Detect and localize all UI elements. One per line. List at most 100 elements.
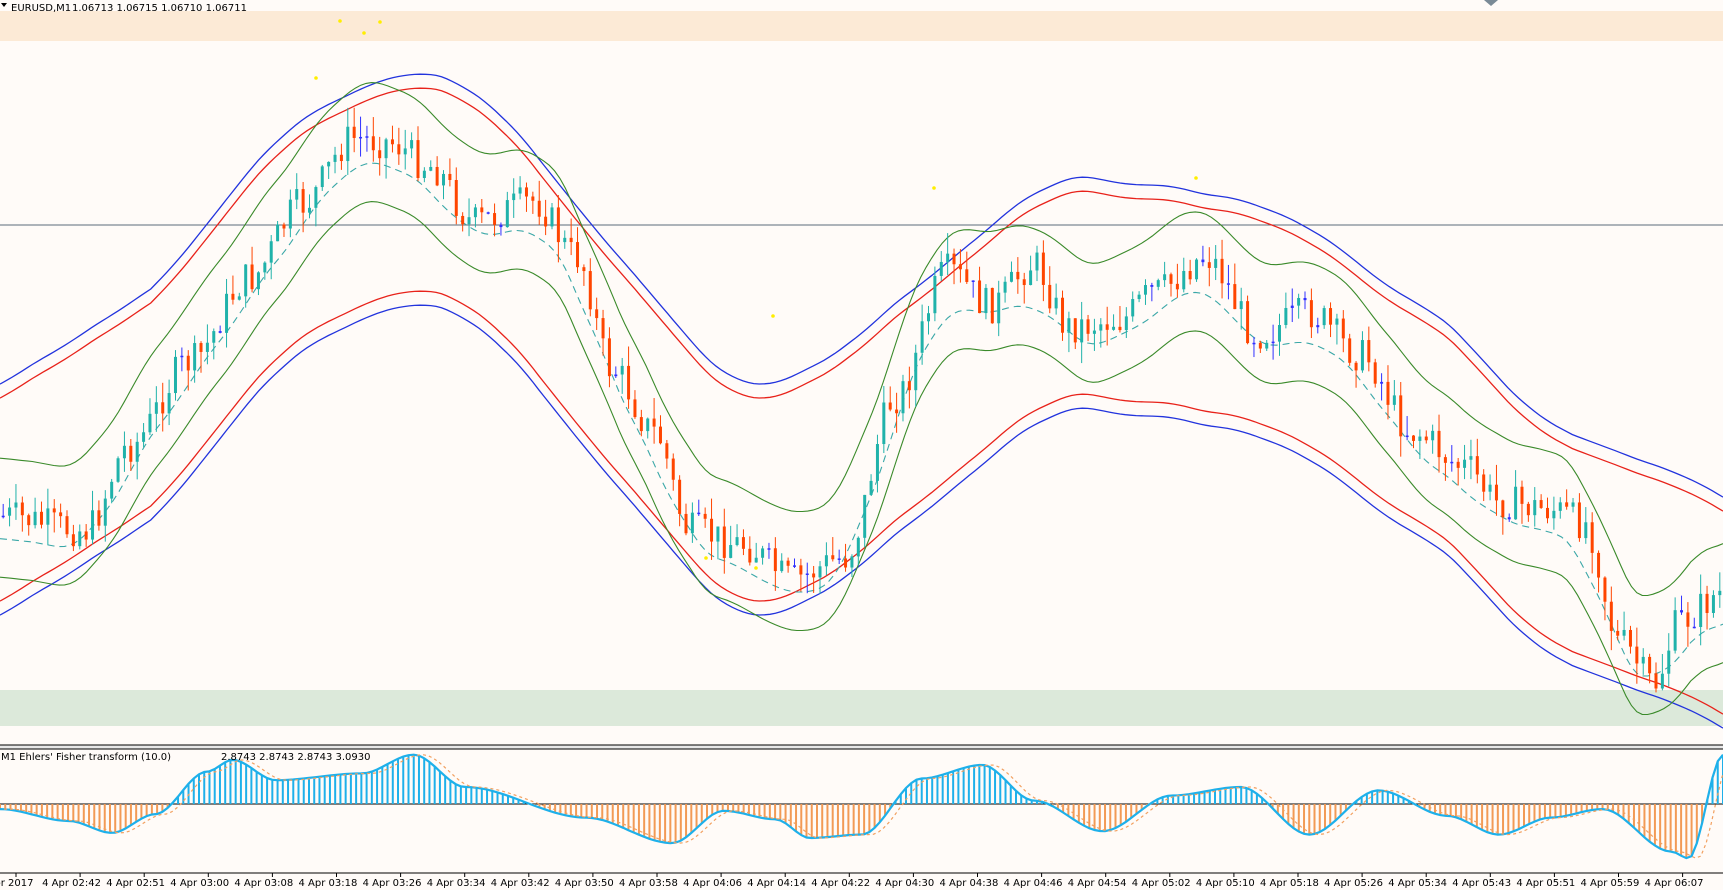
candle-body bbox=[1309, 300, 1313, 328]
time-tick-label: 4 Apr 04:14 bbox=[747, 878, 806, 889]
candle-body bbox=[595, 309, 599, 319]
candle-body bbox=[1067, 318, 1071, 333]
candlesticks bbox=[1, 107, 1722, 693]
time-tick-label: 4 Apr 05:59 bbox=[1581, 878, 1640, 889]
candle-body bbox=[505, 200, 509, 228]
supply-zone bbox=[0, 11, 1723, 41]
candle-body bbox=[690, 512, 694, 534]
time-tick-label: 4 Apr 02:42 bbox=[42, 878, 101, 889]
candle-body bbox=[856, 537, 860, 557]
candle-body bbox=[1150, 285, 1154, 287]
candle-body bbox=[684, 513, 688, 534]
candle-body bbox=[1482, 474, 1486, 492]
candle-body bbox=[1316, 325, 1320, 328]
candle-body bbox=[129, 445, 133, 462]
candle-body bbox=[805, 573, 809, 575]
candle-body bbox=[927, 313, 931, 322]
candle-body bbox=[958, 264, 962, 270]
candle-body bbox=[1035, 252, 1039, 271]
candle-body bbox=[1124, 316, 1128, 331]
indicator-values: 2.8743 2.8743 2.8743 3.0930 bbox=[221, 752, 371, 763]
candle-body bbox=[314, 187, 318, 208]
candle-body bbox=[269, 241, 273, 263]
candle-body bbox=[110, 481, 114, 499]
candle-body bbox=[965, 269, 969, 282]
candle-body bbox=[1520, 486, 1524, 504]
signal-dot bbox=[362, 31, 366, 35]
candle-body bbox=[390, 139, 394, 145]
candle-body bbox=[1628, 629, 1632, 647]
candle-body bbox=[1635, 646, 1639, 664]
time-tick-label: 4 Apr 2017 bbox=[0, 878, 33, 889]
candle-body bbox=[569, 237, 573, 243]
candle-body bbox=[537, 200, 541, 217]
candle-body bbox=[1660, 673, 1664, 689]
candle-body bbox=[1080, 319, 1084, 343]
candle-body bbox=[33, 511, 37, 526]
candle-body bbox=[1246, 301, 1250, 344]
candle-body bbox=[27, 515, 31, 526]
candle-body bbox=[1054, 297, 1058, 309]
candle-body bbox=[895, 409, 899, 414]
time-axis[interactable]: 4 Apr 2017 4 Apr 02:42 4 Apr 02:51 4 Apr 03… bbox=[0, 873, 1703, 889]
candle-body bbox=[1214, 258, 1218, 268]
candle-body bbox=[1590, 522, 1594, 553]
candle-body bbox=[646, 418, 650, 432]
candle-body bbox=[403, 148, 407, 155]
candle-body bbox=[1501, 500, 1505, 518]
candle-body bbox=[582, 267, 586, 272]
candle-body bbox=[939, 261, 943, 276]
candle-body bbox=[78, 531, 82, 547]
candle-body bbox=[1597, 552, 1601, 578]
candle-body bbox=[46, 508, 50, 525]
candle-body bbox=[831, 555, 835, 560]
candle-body bbox=[1092, 330, 1096, 334]
candle-body bbox=[1450, 461, 1454, 464]
candle-body bbox=[442, 173, 446, 186]
time-tick-label: 4 Apr 03:26 bbox=[363, 878, 422, 889]
candle-body bbox=[946, 253, 950, 262]
time-tick-label: 4 Apr 04:06 bbox=[683, 878, 742, 889]
candle-body bbox=[39, 511, 43, 525]
candle-body bbox=[722, 526, 726, 558]
candle-body bbox=[1009, 271, 1013, 282]
time-tick-label: 4 Apr 04:54 bbox=[1068, 878, 1127, 889]
candle-body bbox=[792, 565, 796, 567]
signal-dot bbox=[338, 19, 342, 23]
candle-body bbox=[1143, 285, 1147, 295]
candle-body bbox=[1131, 299, 1135, 317]
candle-body bbox=[480, 207, 484, 213]
candle-body bbox=[1475, 456, 1479, 475]
candle-body bbox=[301, 189, 305, 213]
candle-body bbox=[978, 280, 982, 314]
candle-body bbox=[397, 144, 401, 155]
candle-body bbox=[658, 426, 662, 444]
indicator-title: M1 Ehlers' Fisher transform (10.0) bbox=[1, 752, 171, 763]
signal-dot bbox=[314, 76, 318, 80]
pane-separator[interactable] bbox=[0, 745, 1723, 749]
candle-body bbox=[550, 207, 554, 227]
candle-body bbox=[20, 502, 24, 516]
candle-body bbox=[263, 262, 267, 273]
candle-body bbox=[1667, 650, 1671, 674]
candle-body bbox=[907, 381, 911, 391]
candle-body bbox=[1220, 258, 1224, 284]
candle-body bbox=[735, 537, 739, 546]
time-tick-label: 4 Apr 06:07 bbox=[1645, 878, 1704, 889]
fisher-signal-line bbox=[4, 754, 1723, 859]
candle-body bbox=[1571, 502, 1575, 507]
candle-body bbox=[780, 560, 784, 572]
candle-body bbox=[748, 548, 752, 563]
candle-body bbox=[697, 512, 701, 515]
candle-body bbox=[1705, 593, 1709, 613]
candle-body bbox=[716, 526, 720, 542]
candle-body bbox=[454, 180, 458, 216]
candle-body bbox=[531, 196, 535, 201]
candle-body bbox=[818, 566, 822, 578]
candle-body bbox=[1418, 436, 1422, 441]
candle-body bbox=[359, 136, 363, 139]
chart-shift-marker-icon[interactable] bbox=[1484, 0, 1498, 6]
triangle-down-icon[interactable] bbox=[1, 3, 7, 7]
candle-body bbox=[493, 213, 497, 225]
